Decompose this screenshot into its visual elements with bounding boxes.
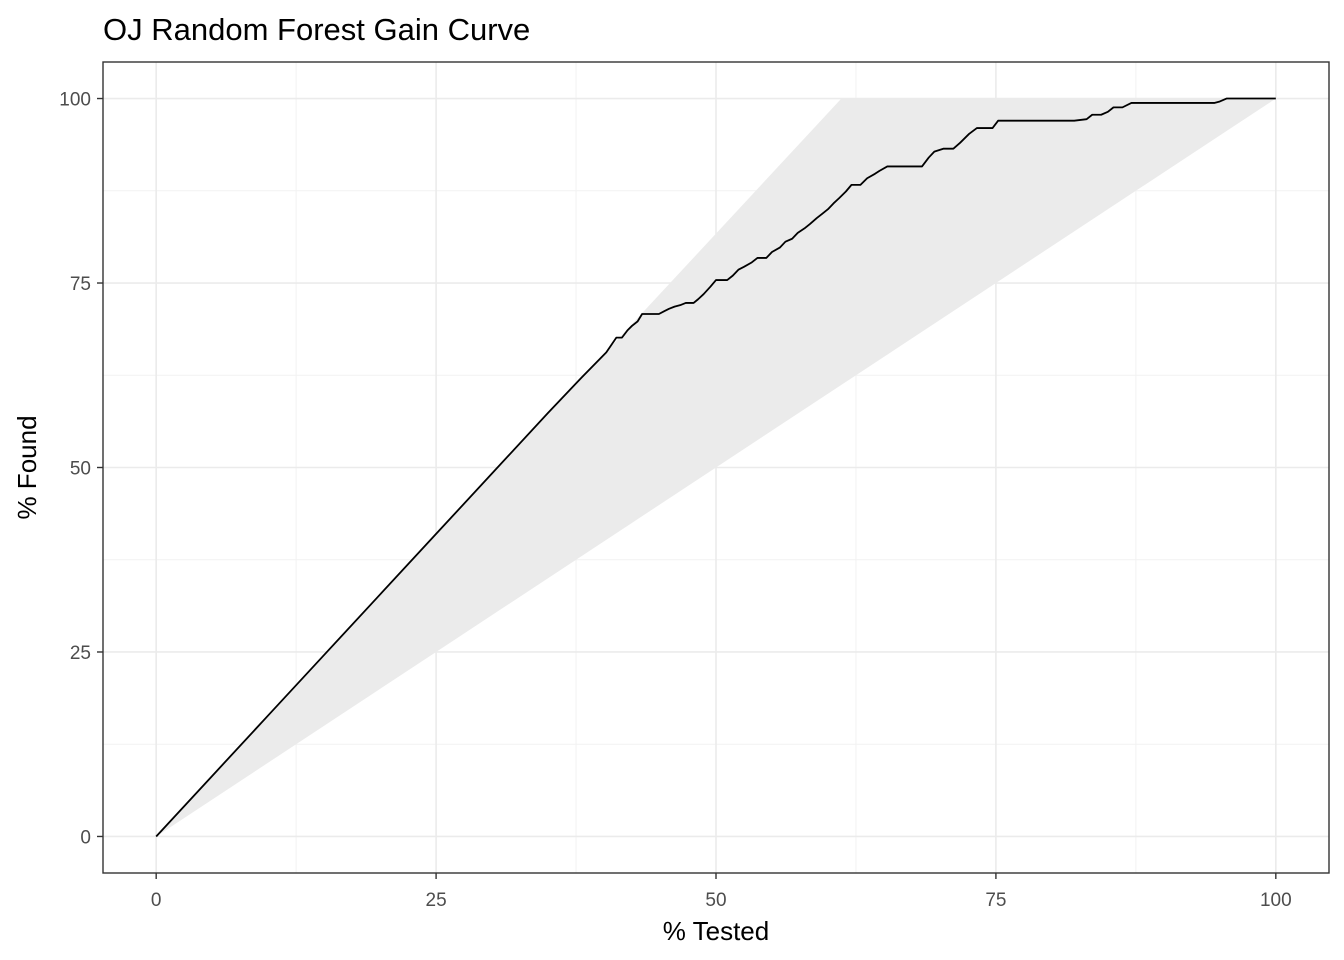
gain-curve-line [155, 97, 1276, 838]
random-ideal-band [156, 98, 1276, 837]
y-tick-label: 75 [70, 274, 91, 295]
y-axis-title: % Found [12, 415, 42, 519]
x-tick-label: 100 [1260, 890, 1292, 911]
y-tick-label: 50 [70, 459, 91, 480]
x-tick-label: 75 [985, 890, 1006, 911]
chart-title: OJ Random Forest Gain Curve [103, 12, 530, 47]
y-tick-label: 100 [59, 90, 91, 111]
gain-curve [155, 97, 1276, 838]
x-tick-label: 50 [705, 890, 726, 911]
y-tick-label: 0 [80, 827, 91, 848]
y-tick-label: 25 [70, 643, 91, 664]
x-axis-title: % Tested [663, 916, 769, 946]
x-tick-label: 25 [426, 890, 447, 911]
random-ideal-band-area [156, 98, 1276, 837]
x-tick-label: 0 [151, 890, 162, 911]
y-axis-ticks: 0 25 50 75 100 [59, 90, 103, 848]
x-axis-ticks: 0 25 50 75 100 [151, 873, 1292, 911]
